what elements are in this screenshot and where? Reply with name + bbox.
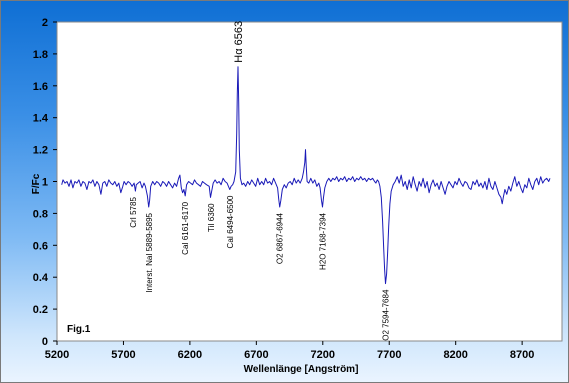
x-tick-label: 8200: [443, 349, 467, 361]
figure-label: Fig.1: [67, 324, 91, 335]
spectrum-line: [61, 66, 551, 285]
y-tick-label: 1.2: [33, 145, 48, 157]
y-tick-label: 0.2: [33, 304, 48, 316]
y-axis-label: F/Fc: [31, 173, 42, 194]
y-tick-label: 1.8: [33, 49, 48, 61]
x-axis-label: Wellenlänge [Angström]: [244, 364, 359, 375]
x-tick-label: 5700: [111, 349, 135, 361]
line-annotation: O2 7594-7684: [382, 289, 391, 341]
line-annotation: CaI 6494-6500: [226, 195, 235, 248]
x-tick-label: 7200: [311, 349, 335, 361]
y-tick-label: 0: [42, 336, 48, 348]
line-annotation: H2O 7168-7394: [319, 212, 328, 269]
y-tick-label: 1: [42, 177, 48, 189]
x-tick-label: 7700: [377, 349, 401, 361]
x-tick-label: 6200: [178, 349, 202, 361]
y-tick-label: 2: [42, 17, 48, 29]
line-annotation: O2 6867-6944: [276, 212, 285, 264]
x-tick-label: 5200: [45, 349, 69, 361]
line-annotation: TiI 6360: [207, 203, 216, 232]
y-tick-label: 0.4: [33, 272, 49, 284]
x-tick-label: 6700: [244, 349, 268, 361]
y-tick-label: 1.6: [33, 81, 48, 93]
line-annotation: CaI 6161-6170: [181, 201, 190, 254]
x-tick-label: 8700: [510, 349, 534, 361]
peak-annotation: Hα 6563: [233, 21, 245, 63]
line-annotation: CrI 5785: [129, 197, 138, 228]
y-tick-label: 1.4: [33, 113, 49, 125]
y-tick-label: 0.8: [33, 208, 48, 220]
y-tick-label: 0.6: [33, 240, 48, 252]
line-annotation: Interst. NaI 5889-5895: [145, 212, 154, 292]
